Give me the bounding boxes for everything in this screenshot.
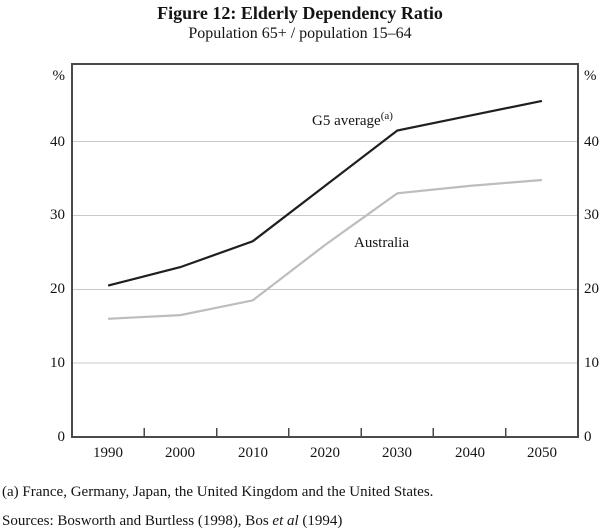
y-tick-label-right-10: 10 (584, 355, 599, 371)
sources-line: Sources: Bosworth and Burtless (1998), B… (2, 512, 598, 531)
chart-plot-canvas (71, 63, 579, 438)
x-tick-label-2030: 2030 (382, 445, 412, 461)
y-tick-label-right-0: 0 (584, 429, 592, 445)
series-label-g5-footnote-marker: (a) (380, 110, 393, 122)
figure-subtitle: Population 65+ / population 15–64 (188, 25, 412, 42)
y-tick-label-left-40: 40 (50, 134, 65, 150)
figure-title: Figure 12: Elderly Dependency Ratio (157, 3, 443, 23)
x-tick-label-2050: 2050 (527, 445, 557, 461)
plot-border-box (71, 63, 579, 438)
elderly-dependency-chart: % % 0 10 20 30 40 0 10 20 30 40 1990 2000 2010 2020… (50, 63, 599, 461)
y-tick-label-left-20: 20 (50, 281, 65, 297)
x-tick-label-2020: 2020 (310, 445, 340, 461)
x-tick-label-1990: 1990 (93, 445, 123, 461)
footnote-a: (a) France, Germany, Japan, the United K… (2, 484, 434, 500)
sources-et-al: et al (272, 513, 299, 529)
y-axis-unit-right: % (584, 68, 597, 84)
x-tick-label-2000: 2000 (165, 445, 195, 461)
x-tick-label-2010: 2010 (238, 445, 268, 461)
y-tick-label-right-30: 30 (584, 207, 599, 223)
y-tick-label-right-20: 20 (584, 281, 599, 297)
y-tick-label-right-40: 40 (584, 134, 599, 150)
y-tick-label-left-30: 30 (50, 207, 65, 223)
y-axis-unit-left: % (52, 68, 66, 84)
series-line-g5-average (107, 99, 543, 287)
sources-suffix: (1994) (298, 513, 343, 529)
y-tick-label-left-10: 10 (50, 355, 65, 371)
series-label-australia: Australia (354, 235, 409, 251)
series-line-australia (108, 178, 542, 320)
y-tick-label-left-0: 0 (57, 429, 66, 445)
series-label-g5-average: G5 average(a) (312, 110, 393, 130)
series-label-g5-text: G5 average (312, 113, 381, 129)
x-tick-label-2040: 2040 (455, 445, 485, 461)
sources-prefix: Sources: Bosworth and Burtless (1998), B… (2, 513, 273, 529)
